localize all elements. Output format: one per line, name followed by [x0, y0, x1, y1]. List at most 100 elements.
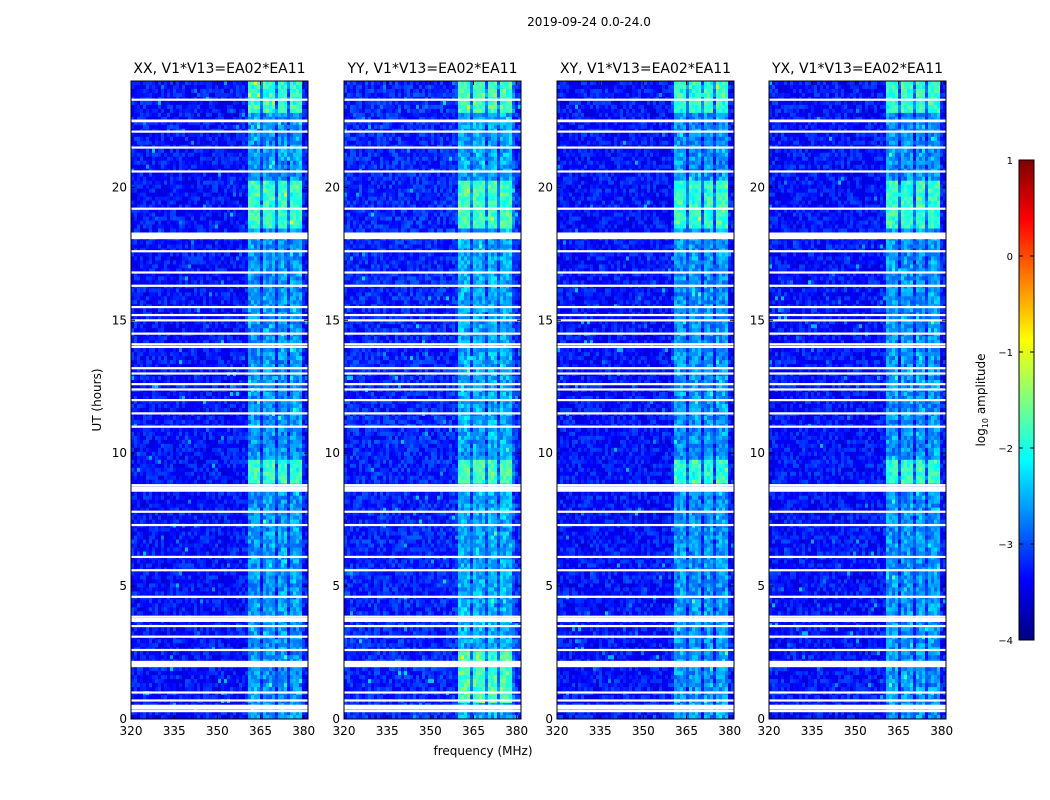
heatmap-cell — [269, 244, 273, 249]
heatmap-cell — [257, 360, 261, 365]
heatmap-cell — [272, 308, 276, 313]
heatmap-cell — [251, 364, 255, 369]
heatmap-cell — [281, 192, 285, 198]
heatmap-cell — [131, 392, 135, 397]
heatmap-cell — [149, 152, 153, 158]
heatmap-cell — [164, 220, 168, 225]
heatmap-cell — [131, 376, 135, 381]
heatmap-cell — [173, 292, 177, 297]
heatmap-cell — [263, 184, 267, 190]
heatmap-cell — [170, 120, 174, 126]
heatmap-cell — [218, 292, 222, 297]
heatmap-cell — [206, 276, 210, 281]
heatmap-cell — [212, 196, 216, 202]
heatmap-cell — [140, 196, 144, 202]
heatmap-cell — [194, 376, 198, 381]
heatmap-cell — [185, 260, 189, 265]
heatmap-cell — [176, 176, 180, 182]
heatmap-cell — [281, 308, 285, 313]
heatmap-cell — [158, 392, 162, 397]
heatmap-cell — [167, 336, 171, 341]
heatmap-cell — [134, 136, 138, 142]
heatmap-cell — [212, 276, 216, 281]
heatmap-cell — [134, 92, 138, 98]
heatmap-cell — [143, 264, 147, 269]
heatmap-cell — [266, 272, 270, 277]
heatmap-cell — [191, 324, 195, 329]
heatmap-cell — [272, 356, 276, 361]
heatmap-cell — [170, 160, 174, 166]
heatmap-cell — [221, 400, 225, 405]
heatmap-cell — [242, 112, 246, 118]
heatmap-cell — [185, 340, 189, 345]
heatmap-cell — [215, 152, 219, 158]
heatmap-cell — [275, 224, 279, 229]
heatmap-cell — [176, 160, 180, 166]
heatmap-cell — [158, 336, 162, 341]
heatmap-cell — [152, 148, 156, 154]
heatmap-cell — [272, 240, 276, 245]
heatmap-cell — [185, 84, 189, 90]
heatmap-cell — [188, 364, 192, 369]
heatmap-cell — [134, 244, 138, 249]
heatmap-cell — [206, 240, 210, 245]
heatmap-cell — [179, 268, 183, 273]
heatmap-cell — [206, 164, 210, 170]
heatmap-cell — [149, 192, 153, 198]
heatmap-cell — [230, 356, 234, 361]
heatmap-cell — [197, 256, 201, 261]
heatmap-cell — [296, 124, 300, 130]
heatmap-cell — [140, 220, 144, 225]
heatmap-cell — [158, 288, 162, 293]
heatmap-cell — [254, 364, 258, 369]
heatmap-cell — [200, 140, 204, 146]
heatmap-cell — [185, 192, 189, 198]
heatmap-cell — [149, 348, 153, 353]
heatmap-cell — [209, 156, 213, 162]
heatmap-cell — [248, 228, 252, 233]
heatmap-cell — [176, 320, 180, 325]
heatmap-cell — [179, 280, 183, 285]
heatmap-cell — [257, 84, 261, 90]
heatmap-cell — [221, 188, 225, 194]
heatmap-cell — [152, 336, 156, 341]
heatmap-cell — [170, 240, 174, 245]
heatmap-cell — [155, 164, 159, 170]
heatmap-cell — [170, 204, 174, 209]
heatmap-cell — [299, 360, 303, 365]
heatmap-cell — [170, 136, 174, 142]
heatmap-cell — [281, 360, 285, 365]
heatmap-cell — [236, 380, 240, 385]
heatmap-cell — [239, 384, 243, 389]
heatmap-cell — [155, 308, 159, 313]
heatmap-cell — [203, 296, 207, 301]
heatmap-cell — [296, 104, 300, 110]
heatmap-cell — [242, 132, 246, 138]
heatmap-cell — [188, 176, 192, 182]
heatmap-cell — [281, 104, 285, 110]
heatmap-cell — [302, 244, 306, 249]
heatmap-cell — [161, 160, 165, 166]
heatmap-cell — [164, 392, 168, 397]
heatmap-cell — [302, 228, 306, 233]
heatmap-cell — [161, 352, 165, 357]
heatmap-cell — [218, 100, 222, 106]
heatmap-cell — [293, 108, 297, 114]
heatmap-cell — [275, 172, 279, 178]
heatmap-cell — [179, 396, 183, 401]
heatmap-cell — [290, 364, 294, 369]
heatmap-cell — [287, 100, 291, 106]
heatmap-cell — [212, 136, 216, 142]
heatmap-cell — [236, 360, 240, 365]
heatmap-cell — [215, 208, 219, 213]
heatmap-cell — [257, 340, 261, 345]
heatmap-cell — [143, 116, 147, 122]
heatmap-cell — [194, 81, 198, 86]
heatmap-cell — [296, 296, 300, 301]
heatmap-cell — [227, 276, 231, 281]
heatmap-cell — [263, 280, 267, 285]
heatmap-cell — [287, 152, 291, 158]
heatmap-cell — [287, 136, 291, 142]
heatmap-cell — [185, 132, 189, 138]
heatmap-cell — [233, 176, 237, 182]
